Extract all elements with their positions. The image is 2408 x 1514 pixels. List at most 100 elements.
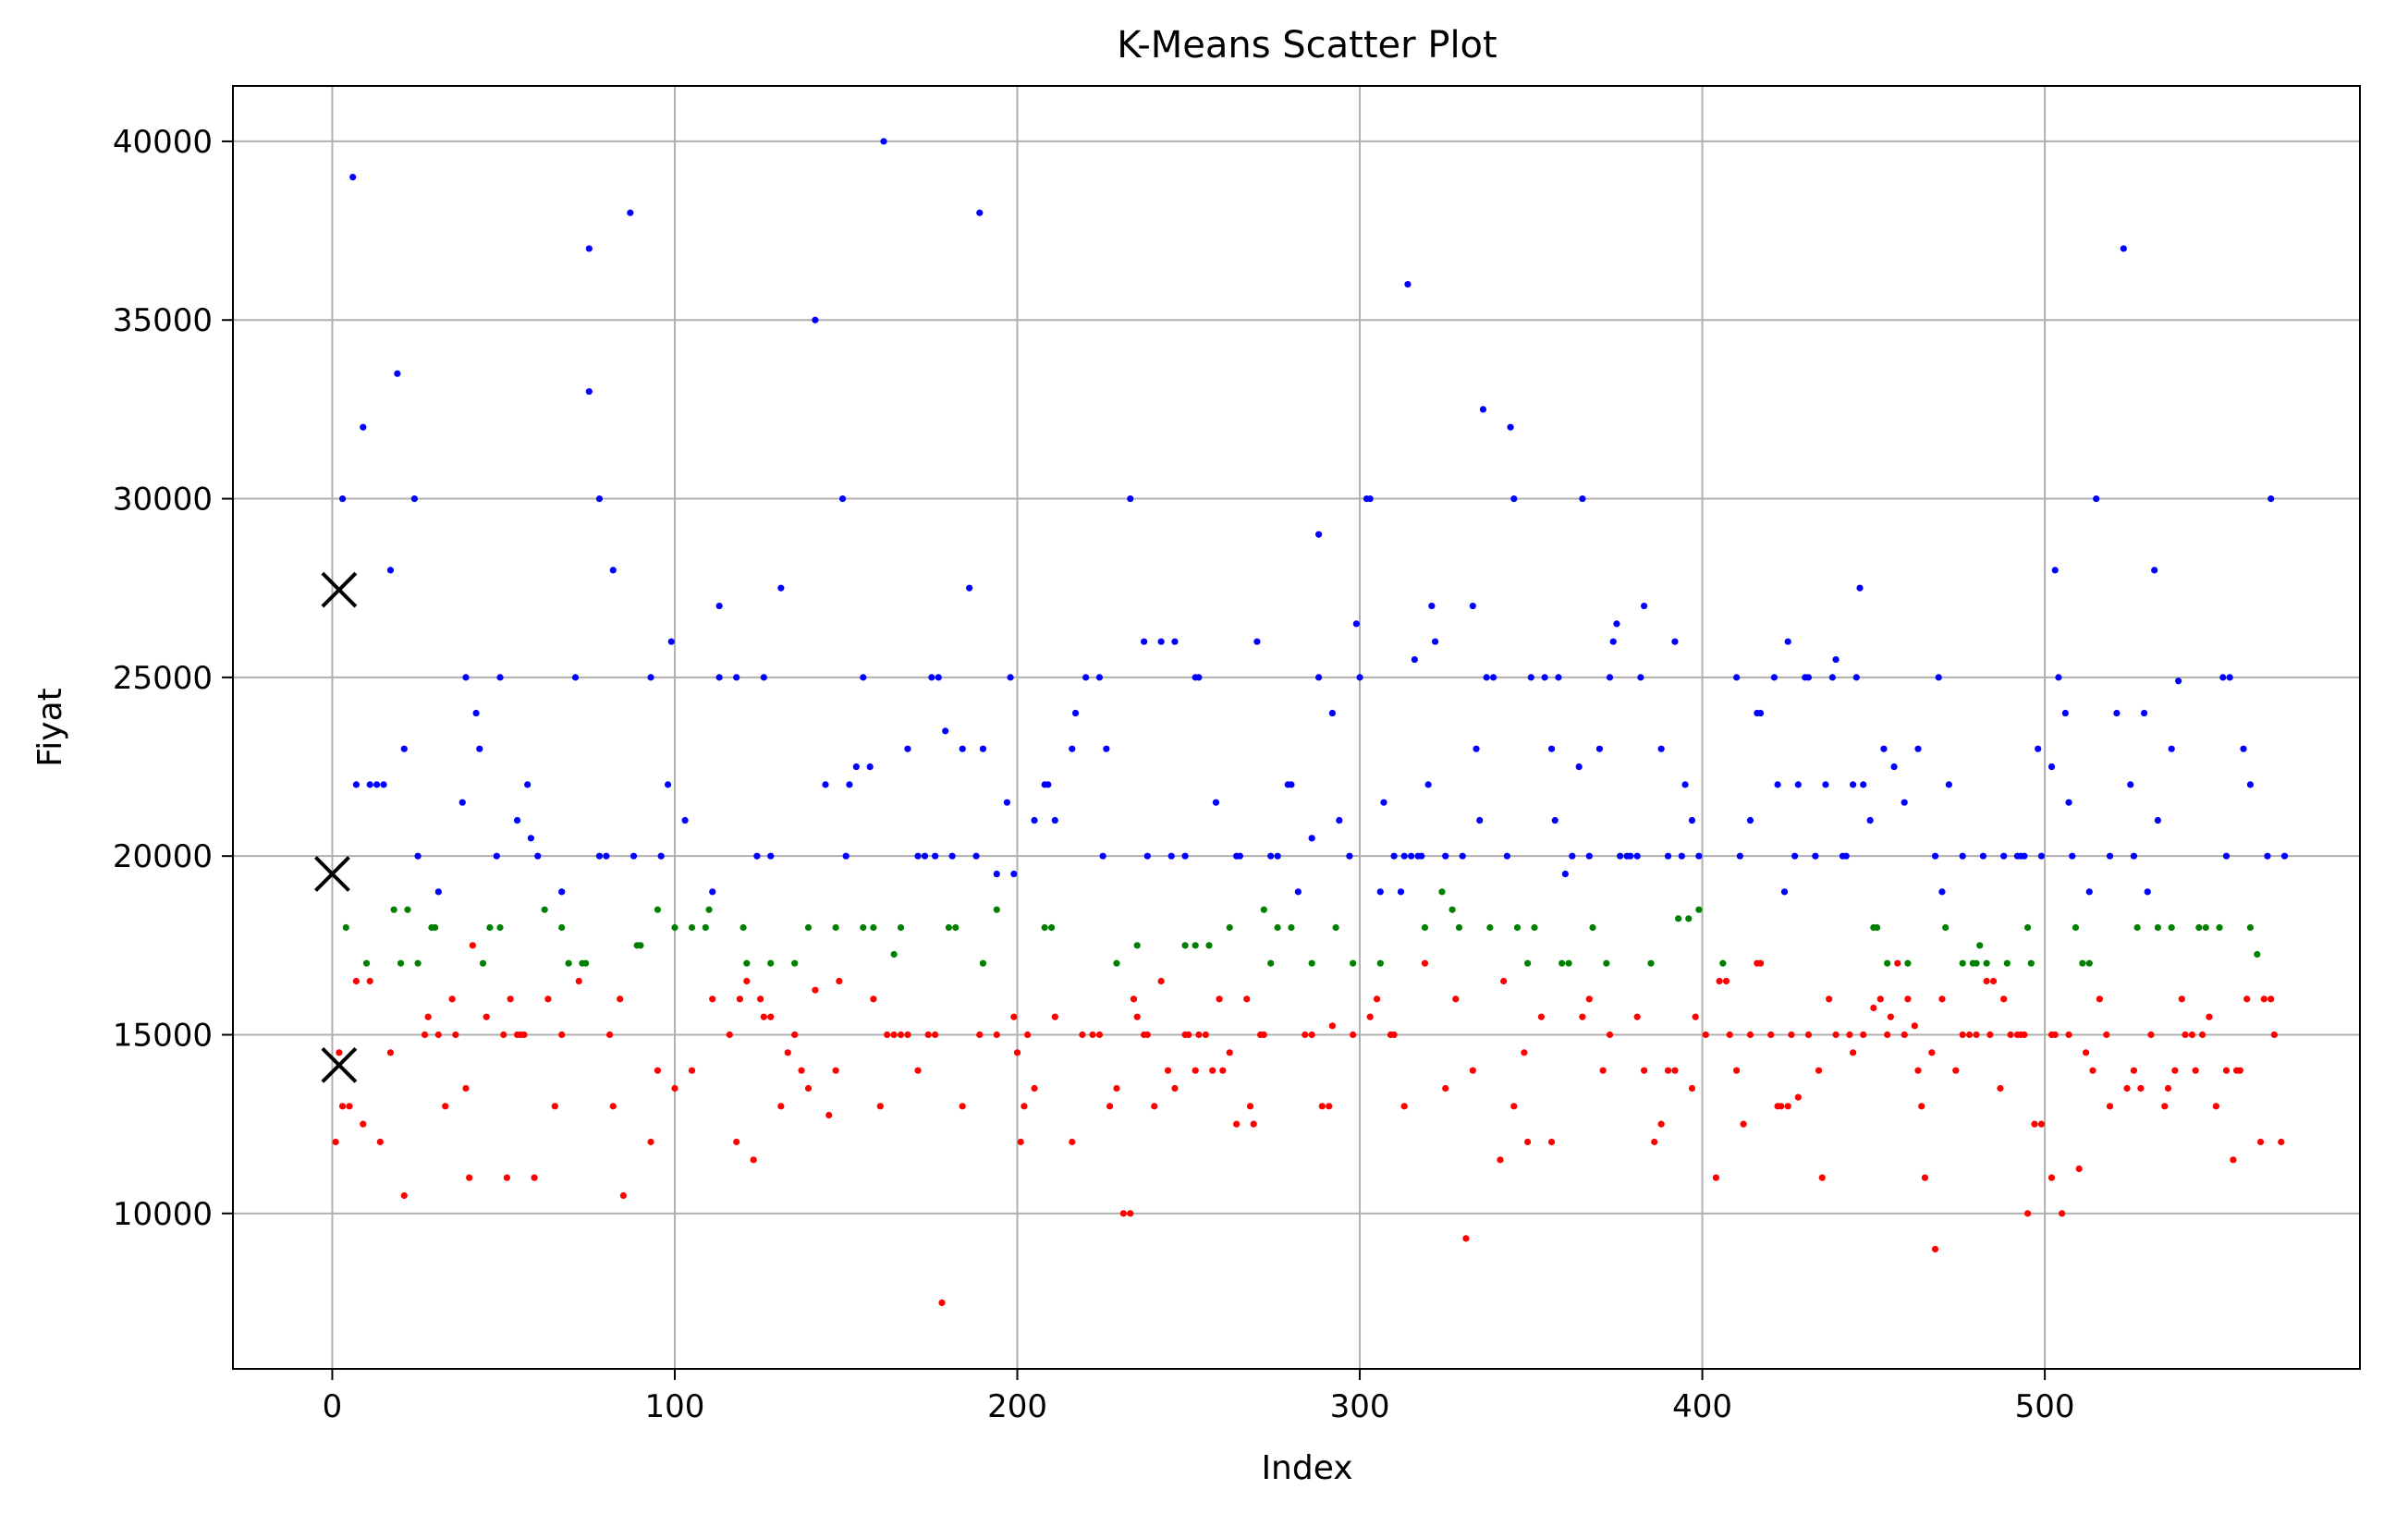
scatter-point: [2219, 674, 2227, 681]
scatter-point: [1651, 1138, 1658, 1146]
y-axis-ticks: 10000 15000 20000 25000 30000 35000 40000: [113, 124, 233, 1233]
scatter-point: [705, 906, 713, 913]
scatter-point: [1500, 977, 1508, 985]
scatter-point: [753, 852, 761, 860]
scatter-point: [524, 781, 532, 788]
scatter-point: [1784, 638, 1791, 645]
scatter-point: [1880, 745, 1888, 752]
scatter-point: [1918, 1103, 1925, 1110]
scatter-point: [688, 1067, 696, 1074]
scatter-point: [1901, 799, 1908, 806]
scatter-point: [1051, 816, 1058, 824]
scatter-point: [458, 799, 466, 806]
scatter-point: [2065, 799, 2072, 806]
scatter-point: [2037, 852, 2046, 860]
scatter-point: [1695, 906, 1703, 913]
x-axis-ticks: 0 100 200 300 400 500: [323, 1369, 2075, 1425]
scatter-point: [2120, 245, 2127, 252]
scatter-point: [1442, 852, 1449, 860]
scatter-point: [397, 959, 405, 967]
scatter-point: [1216, 995, 1223, 1003]
scatter-point: [1579, 494, 1586, 503]
scatter-point: [688, 923, 696, 932]
scatter-point: [1852, 674, 1860, 681]
scatter-point: [2085, 888, 2093, 896]
scatter-point: [972, 852, 980, 860]
scatter-point: [952, 923, 960, 932]
scatter-point: [2240, 745, 2247, 752]
scatter-point: [1904, 995, 1912, 1003]
scatter-point: [1157, 638, 1165, 645]
scatter-point: [2154, 923, 2161, 932]
scatter-point: [1212, 799, 1220, 806]
scatter-point: [582, 959, 590, 967]
scatter-point: [1973, 959, 1980, 967]
scatter-point: [1935, 674, 1942, 681]
scatter-point: [1469, 1067, 1476, 1074]
scatter-point: [2000, 995, 2008, 1003]
scatter-point: [1167, 852, 1175, 860]
scatter-point: [959, 1103, 966, 1110]
scatter-point: [1209, 1067, 1216, 1074]
scatter-point: [2075, 1165, 2083, 1173]
scatter-point: [2130, 1067, 2138, 1074]
scatter-point: [544, 995, 552, 1003]
scatter-point: [777, 1103, 785, 1110]
scatter-point: [434, 888, 442, 896]
scatter-point: [476, 745, 483, 752]
x-tick-label: 300: [1330, 1388, 1390, 1425]
scatter-point: [1599, 1067, 1607, 1074]
scatter-point: [603, 852, 610, 860]
scatter-point: [1260, 906, 1267, 913]
scatter-point: [890, 950, 898, 958]
scatter-point: [921, 852, 929, 860]
scatter-point: [966, 584, 973, 592]
scatter-point: [1774, 781, 1781, 788]
scatter-point: [798, 1067, 805, 1074]
scatter-point: [2222, 852, 2231, 860]
scatter-point: [500, 1031, 507, 1039]
scatter-point: [376, 1138, 384, 1146]
scatter-point: [1133, 1013, 1141, 1020]
scatter-point: [1113, 959, 1120, 967]
scatter-point: [1569, 852, 1576, 860]
scatter-point: [558, 1031, 566, 1039]
scatter-point: [1195, 674, 1203, 681]
scatter-point: [715, 602, 723, 610]
scatter-point: [1195, 1031, 1203, 1039]
centroid-markers: [314, 571, 358, 1083]
scatter-point: [2003, 959, 2011, 967]
scatter-point: [948, 852, 956, 860]
scatter-point: [812, 316, 819, 324]
scatter-point: [472, 709, 480, 717]
scatter-point: [520, 1031, 528, 1039]
scatter-point: [1390, 852, 1398, 860]
scatter-point: [1866, 816, 1874, 824]
scatter-point: [349, 173, 357, 181]
scatter-point: [1589, 923, 1596, 932]
scatter-point: [2246, 923, 2255, 932]
scatter-point: [1181, 942, 1189, 949]
scatter-point: [466, 1174, 473, 1181]
scatter-point: [1079, 1031, 1086, 1039]
scatter-point: [1202, 1031, 1209, 1039]
scatter-point: [1842, 852, 1850, 860]
scatter-point: [2161, 1103, 2169, 1110]
grid-lines: [233, 86, 2360, 1369]
scatter-point: [928, 674, 935, 681]
scatter-point: [1424, 781, 1432, 788]
scatter-point: [534, 852, 542, 860]
scatter-point: [1928, 1049, 1936, 1056]
scatter-point: [2021, 852, 2028, 860]
scatter-point: [897, 1031, 905, 1039]
scatter-point: [664, 781, 672, 788]
scatter-point: [1537, 1013, 1546, 1020]
scatter-point: [1640, 1067, 1648, 1074]
scatter-point: [1579, 1013, 1586, 1020]
scatter-point: [1901, 1031, 1908, 1039]
scatter-point: [1021, 1103, 1028, 1110]
scatter-point: [483, 1013, 490, 1020]
scatter-point: [2021, 1031, 2028, 1039]
scatter-point: [1328, 709, 1337, 717]
scatter-point: [1171, 1084, 1179, 1093]
